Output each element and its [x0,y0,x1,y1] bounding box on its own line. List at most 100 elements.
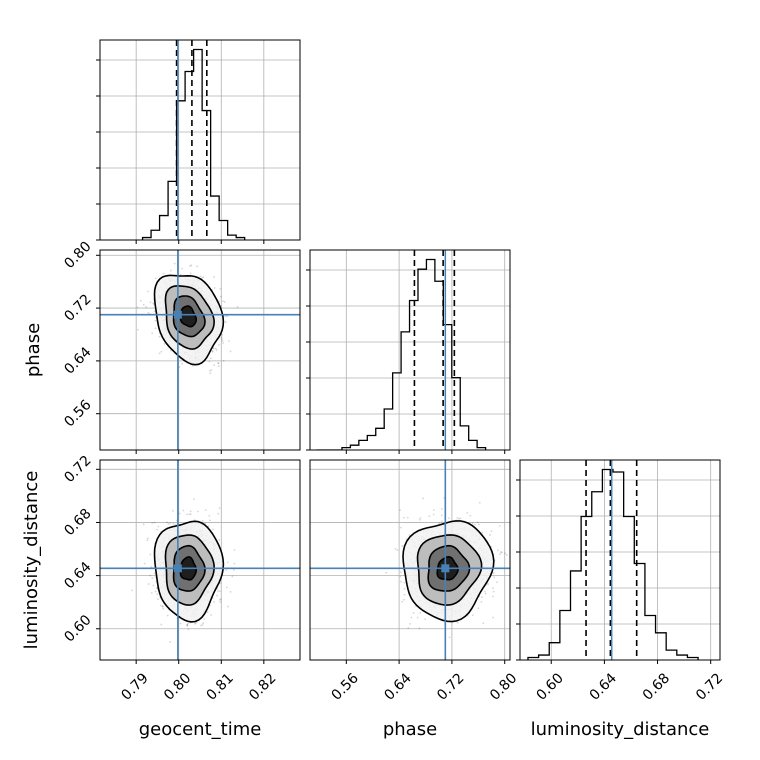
sample-point [213,601,216,603]
sample-point [229,590,232,593]
sample-point [399,575,402,578]
sample-point [178,366,181,368]
panel-frame [99,249,301,451]
sample-point [203,618,206,620]
sample-point [166,614,169,617]
sample-point [201,520,204,523]
sample-point [399,571,402,574]
sample-point [221,338,223,341]
sample-point [438,522,441,525]
sample-point [219,598,222,600]
sample-point [151,521,154,524]
sample-point [209,519,211,522]
sample-point [197,510,199,513]
sample-point [137,328,139,331]
sample-point [131,589,133,592]
sample-point [145,305,147,308]
sample-point [403,587,406,590]
density-contours [153,520,225,623]
sample-point [492,587,494,590]
sample-point [403,598,405,601]
sample-point [152,302,155,304]
sample-point [496,581,498,584]
sample-point [385,571,388,574]
sample-point [484,592,487,595]
sample-point [225,569,228,571]
sample-point [209,370,211,372]
sample-point [492,590,495,593]
sample-point [153,310,156,313]
sample-point [178,512,181,515]
sample-point [207,525,210,528]
sample-point [147,311,150,314]
sample-point [218,344,220,346]
sample-point [232,569,235,571]
sample-point [194,622,197,625]
sample-point [193,498,195,501]
sample-point [187,622,189,625]
sample-point [222,359,225,362]
sample-point [440,520,443,523]
truth-marker [173,564,182,573]
sample-point [209,372,212,375]
sample-point [189,272,192,275]
sample-point [428,515,431,518]
sample-point [217,512,220,515]
sample-point [481,531,484,534]
sample-point [166,521,168,524]
sample-point [190,264,193,267]
sample-point [211,349,214,352]
sample-point [196,265,199,268]
sample-point [153,572,156,575]
sample-point [228,340,230,342]
sample-point [403,593,406,596]
sample-point [399,509,401,512]
sample-point [172,510,174,512]
sample-point [199,275,202,278]
sample-point [172,522,175,525]
sample-point [456,516,459,519]
panel-frame [309,249,511,451]
panel-luminosity-distance-vs-phase: 0.56 0.64 0.72 0.80 [309,459,520,704]
truth-marker [173,310,182,319]
sample-point [211,528,214,531]
sample-point [401,600,403,603]
sample-point [407,627,410,629]
sample-point [220,305,223,307]
sample-point [154,319,157,322]
sample-point [483,590,486,593]
sample-point [409,622,411,625]
sample-point [179,622,182,625]
sample-point [218,539,221,541]
sample-point [149,574,152,577]
sample-point [217,365,220,367]
panel-luminosity-distance-vs-geocent-time: 0.600.640.680.720.79 0.80 0.81 0.82 [61,453,301,704]
sample-point [189,510,192,513]
sample-point [223,301,226,303]
sample-point [216,594,218,597]
sample-point [219,601,222,603]
sample-point [202,622,205,624]
sample-point [158,352,161,355]
sample-point [219,295,222,298]
sample-point [492,572,495,575]
sample-point [161,605,164,608]
sample-point [156,593,159,595]
sample-point [188,513,191,516]
sample-point [200,624,202,627]
sample-point [154,327,157,330]
sample-point [169,641,171,643]
sample-point [478,501,481,504]
sample-point [193,519,196,521]
sample-point [225,586,228,589]
sample-point [396,549,399,551]
sample-point [173,262,176,265]
sample-point [194,622,197,624]
sample-point [150,592,153,594]
sample-point [163,342,166,345]
sample-point [154,277,157,280]
sample-point [222,342,224,344]
sample-point [146,290,149,293]
panel-phase-vs-phase [306,249,511,454]
sample-point [456,621,459,624]
